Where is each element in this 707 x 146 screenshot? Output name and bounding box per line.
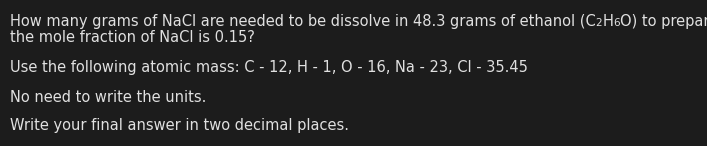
- Text: O) to prepare a solution in which: O) to prepare a solution in which: [620, 14, 707, 29]
- Text: H: H: [602, 14, 613, 29]
- Text: 6: 6: [613, 18, 620, 28]
- Text: 2: 2: [596, 18, 602, 28]
- Text: No need to write the units.: No need to write the units.: [10, 90, 206, 105]
- Text: Write your final answer in two decimal places.: Write your final answer in two decimal p…: [10, 118, 349, 133]
- Text: the mole fraction of NaCl is 0.15?: the mole fraction of NaCl is 0.15?: [10, 30, 255, 45]
- Text: How many grams of NaCl are needed to be dissolve in 48.3 grams of ethanol (C: How many grams of NaCl are needed to be …: [10, 14, 596, 29]
- Text: Use the following atomic mass: C - 12, H - 1, O - 16, Na - 23, Cl - 35.45: Use the following atomic mass: C - 12, H…: [10, 60, 528, 75]
